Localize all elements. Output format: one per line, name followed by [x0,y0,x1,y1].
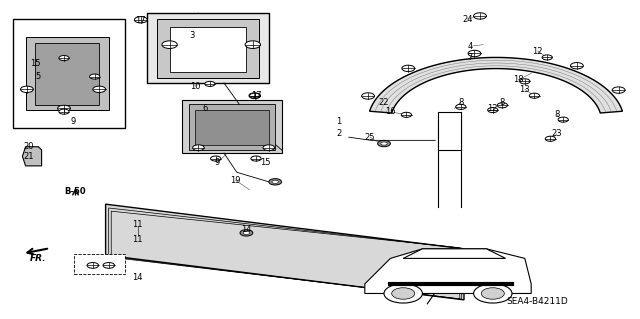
Text: 14: 14 [241,225,252,234]
Circle shape [245,41,260,48]
Text: 24: 24 [462,15,472,24]
Circle shape [263,145,275,151]
Polygon shape [369,57,623,113]
Circle shape [243,231,250,234]
Circle shape [474,13,486,19]
FancyBboxPatch shape [35,43,99,105]
Bar [74,254,125,274]
Text: 1: 1 [337,117,342,126]
Text: 18: 18 [513,75,524,84]
Text: 7: 7 [468,53,473,62]
Circle shape [558,117,568,122]
Text: 12: 12 [532,47,543,56]
FancyBboxPatch shape [26,37,109,110]
Text: 8: 8 [500,98,505,107]
Text: 15: 15 [260,158,271,167]
Text: 20: 20 [24,142,34,151]
FancyBboxPatch shape [170,27,246,72]
Text: 15: 15 [30,59,40,68]
Circle shape [90,74,100,79]
Circle shape [59,56,69,61]
Text: 12: 12 [488,104,498,113]
Circle shape [520,79,530,84]
Circle shape [381,142,387,145]
Text: 3: 3 [189,31,195,40]
Text: 16: 16 [385,107,396,116]
Circle shape [250,93,260,98]
Bar [438,112,461,150]
Circle shape [456,104,466,109]
Text: 17: 17 [136,16,146,25]
Circle shape [93,86,106,93]
Circle shape [474,284,512,303]
Circle shape [205,81,215,86]
Text: SEA4-B4211D: SEA4-B4211D [507,297,568,306]
Text: 11: 11 [132,220,143,229]
Circle shape [193,145,204,151]
FancyBboxPatch shape [182,100,282,153]
Text: 11: 11 [132,235,143,244]
Text: B-50: B-50 [65,187,86,196]
Text: FR.: FR. [30,254,47,263]
Text: 4: 4 [468,42,473,51]
Text: 13: 13 [520,85,530,94]
Polygon shape [403,249,506,258]
Circle shape [570,63,583,69]
Circle shape [612,87,625,93]
Text: 17: 17 [251,91,261,100]
FancyBboxPatch shape [147,13,269,83]
Polygon shape [22,147,42,166]
Circle shape [542,55,552,60]
FancyBboxPatch shape [189,104,275,150]
Text: 25: 25 [365,133,375,142]
Circle shape [211,156,221,161]
Circle shape [240,230,253,236]
Circle shape [384,284,422,303]
Circle shape [87,263,99,268]
Circle shape [103,263,115,268]
Circle shape [362,93,374,99]
Circle shape [468,50,481,57]
Circle shape [162,41,177,48]
Circle shape [392,288,415,299]
Circle shape [402,65,415,71]
Bar [13,19,125,128]
Text: 9: 9 [71,117,76,126]
Text: 21: 21 [24,152,34,161]
Circle shape [545,136,556,141]
Text: 23: 23 [552,130,562,138]
Circle shape [497,103,508,108]
Circle shape [134,17,147,23]
Text: 22: 22 [379,98,389,107]
Polygon shape [365,249,531,293]
Circle shape [378,140,390,147]
Text: 8: 8 [458,98,463,107]
Circle shape [249,93,260,99]
Bar [195,110,269,145]
Circle shape [481,288,504,299]
Text: 5: 5 [36,72,41,81]
Text: 8: 8 [554,110,559,119]
Circle shape [58,105,70,112]
FancyBboxPatch shape [157,19,259,78]
Text: 2: 2 [337,130,342,138]
Polygon shape [106,204,464,300]
Circle shape [529,93,540,98]
Text: 14: 14 [132,273,143,282]
Text: 6: 6 [202,104,207,113]
Text: 9: 9 [215,158,220,167]
Circle shape [272,180,278,183]
Circle shape [251,156,261,161]
Circle shape [401,112,412,117]
Circle shape [269,179,282,185]
Text: 19: 19 [230,176,241,185]
Circle shape [20,86,33,93]
Circle shape [488,108,498,113]
Text: 10: 10 [190,82,200,91]
Circle shape [59,109,69,114]
